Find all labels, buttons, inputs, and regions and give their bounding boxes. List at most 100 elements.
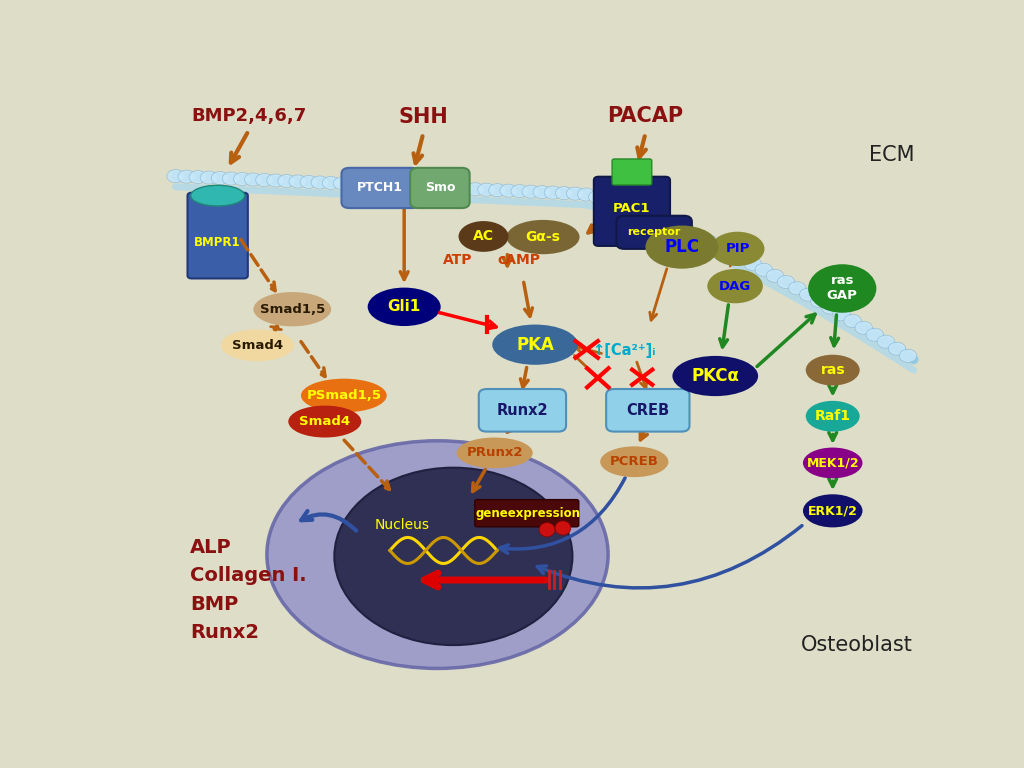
Text: CREB: CREB bbox=[627, 402, 670, 418]
FancyBboxPatch shape bbox=[341, 168, 419, 208]
Text: PSmad1,5: PSmad1,5 bbox=[306, 389, 381, 402]
Text: Collagen I.: Collagen I. bbox=[189, 566, 306, 585]
Ellipse shape bbox=[600, 194, 617, 207]
Text: ras
GAP: ras GAP bbox=[826, 274, 858, 303]
Text: ↑[Ca²⁺]ᵢ: ↑[Ca²⁺]ᵢ bbox=[592, 343, 655, 358]
Ellipse shape bbox=[253, 292, 331, 326]
Ellipse shape bbox=[673, 356, 758, 396]
Ellipse shape bbox=[334, 468, 572, 645]
Ellipse shape bbox=[866, 328, 884, 341]
Ellipse shape bbox=[888, 343, 906, 356]
Ellipse shape bbox=[811, 295, 828, 308]
Ellipse shape bbox=[367, 178, 384, 191]
Text: PKA: PKA bbox=[516, 336, 554, 354]
Ellipse shape bbox=[855, 321, 872, 334]
FancyBboxPatch shape bbox=[479, 389, 566, 432]
Ellipse shape bbox=[300, 175, 317, 188]
Text: ERK1/2: ERK1/2 bbox=[808, 505, 858, 518]
Ellipse shape bbox=[644, 210, 662, 223]
Ellipse shape bbox=[289, 406, 361, 438]
Ellipse shape bbox=[457, 438, 532, 468]
Text: Smad4: Smad4 bbox=[299, 415, 350, 428]
Ellipse shape bbox=[806, 401, 860, 432]
Text: BMP2,4,6,7: BMP2,4,6,7 bbox=[191, 107, 306, 125]
Ellipse shape bbox=[899, 349, 916, 362]
Text: ATP: ATP bbox=[442, 253, 472, 266]
Ellipse shape bbox=[803, 448, 862, 478]
Text: AC: AC bbox=[473, 230, 494, 243]
Ellipse shape bbox=[334, 177, 351, 190]
Text: PLC: PLC bbox=[665, 238, 699, 256]
Ellipse shape bbox=[803, 495, 862, 528]
Ellipse shape bbox=[667, 219, 684, 232]
Text: SHH: SHH bbox=[398, 107, 449, 127]
Ellipse shape bbox=[578, 188, 595, 201]
Ellipse shape bbox=[688, 230, 706, 243]
Ellipse shape bbox=[555, 521, 570, 535]
Text: Osteoblast: Osteoblast bbox=[801, 635, 912, 655]
Ellipse shape bbox=[477, 184, 495, 196]
Ellipse shape bbox=[267, 174, 285, 187]
Text: cAMP: cAMP bbox=[497, 253, 540, 266]
Text: Nucleus: Nucleus bbox=[375, 518, 429, 532]
Ellipse shape bbox=[400, 180, 418, 193]
Ellipse shape bbox=[301, 379, 387, 412]
Ellipse shape bbox=[800, 288, 817, 301]
Text: MEK1/2: MEK1/2 bbox=[807, 456, 859, 469]
Text: PKCα: PKCα bbox=[691, 367, 739, 385]
Ellipse shape bbox=[678, 224, 695, 237]
Ellipse shape bbox=[534, 186, 551, 199]
Ellipse shape bbox=[200, 171, 218, 184]
Ellipse shape bbox=[245, 173, 262, 186]
Ellipse shape bbox=[323, 177, 340, 190]
Text: geneexpression: geneexpression bbox=[475, 507, 581, 520]
Ellipse shape bbox=[566, 187, 584, 200]
Ellipse shape bbox=[878, 335, 895, 348]
Ellipse shape bbox=[744, 257, 762, 270]
Ellipse shape bbox=[539, 523, 555, 537]
Ellipse shape bbox=[355, 178, 373, 191]
Ellipse shape bbox=[459, 221, 509, 252]
Ellipse shape bbox=[711, 232, 765, 266]
Text: BMP: BMP bbox=[189, 594, 239, 614]
Ellipse shape bbox=[633, 205, 650, 218]
Text: PTCH1: PTCH1 bbox=[357, 181, 403, 194]
Ellipse shape bbox=[233, 173, 251, 186]
Ellipse shape bbox=[389, 180, 407, 192]
Text: Gli1: Gli1 bbox=[387, 300, 421, 314]
Ellipse shape bbox=[844, 315, 861, 327]
Ellipse shape bbox=[500, 184, 517, 197]
Ellipse shape bbox=[256, 174, 273, 187]
Ellipse shape bbox=[467, 183, 484, 196]
Ellipse shape bbox=[833, 308, 850, 321]
Ellipse shape bbox=[378, 179, 395, 192]
Text: Gα-s: Gα-s bbox=[525, 230, 560, 244]
Ellipse shape bbox=[711, 240, 728, 253]
Text: Smo: Smo bbox=[425, 181, 455, 194]
Ellipse shape bbox=[766, 270, 783, 283]
Ellipse shape bbox=[788, 282, 806, 295]
Text: PAC1: PAC1 bbox=[613, 202, 650, 215]
Ellipse shape bbox=[699, 235, 717, 248]
Text: Raf1: Raf1 bbox=[815, 409, 851, 423]
Text: Smad4: Smad4 bbox=[231, 339, 283, 352]
Text: BMPR1: BMPR1 bbox=[195, 237, 241, 250]
Ellipse shape bbox=[806, 355, 860, 386]
Text: receptor: receptor bbox=[628, 227, 681, 237]
Ellipse shape bbox=[488, 184, 506, 197]
Ellipse shape bbox=[190, 185, 245, 206]
Ellipse shape bbox=[422, 180, 439, 194]
Text: PRunx2: PRunx2 bbox=[466, 446, 523, 459]
Ellipse shape bbox=[755, 263, 772, 276]
Ellipse shape bbox=[655, 214, 673, 227]
Ellipse shape bbox=[211, 171, 228, 184]
Ellipse shape bbox=[344, 177, 361, 190]
FancyBboxPatch shape bbox=[411, 168, 470, 208]
Text: Smad1,5: Smad1,5 bbox=[260, 303, 325, 316]
FancyBboxPatch shape bbox=[606, 389, 689, 432]
Text: Runx2: Runx2 bbox=[497, 402, 548, 418]
Ellipse shape bbox=[589, 190, 606, 204]
Ellipse shape bbox=[311, 176, 329, 189]
Text: Runx2: Runx2 bbox=[189, 623, 259, 642]
Ellipse shape bbox=[708, 269, 763, 303]
